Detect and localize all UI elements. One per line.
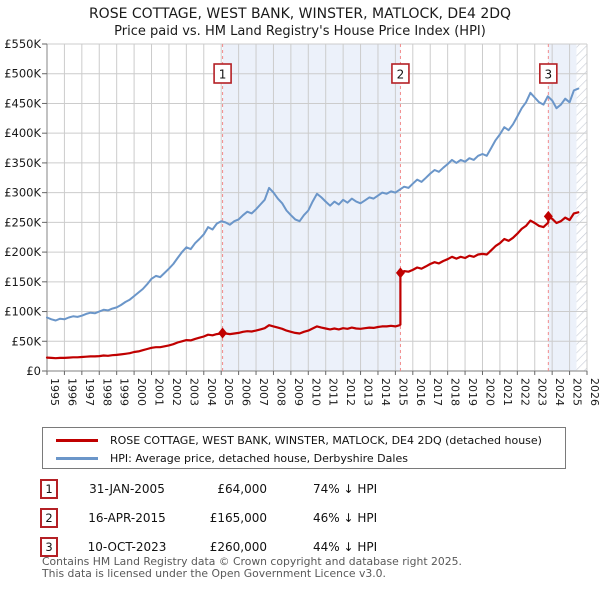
sale-label-number-1: 1 xyxy=(219,68,227,82)
sale-date: 10-OCT-2023 xyxy=(87,539,167,554)
sales-table: 1 31-JAN-2005 £64,000 74% ↓ HPI 2 16-APR-2015… xyxy=(40,474,580,561)
sale-row: 1 31-JAN-2005 £64,000 74% ↓ HPI xyxy=(40,474,580,503)
x-tick-label: 2019 xyxy=(466,378,479,406)
sale-label-number-2: 2 xyxy=(397,68,405,82)
y-tick-label: £500K xyxy=(4,67,41,81)
y-tick-label: £250K xyxy=(4,215,41,229)
sale-label-box-3 xyxy=(539,63,558,84)
x-tick-label: 2005 xyxy=(222,378,235,406)
x-tick-label: 2000 xyxy=(135,378,148,406)
x-tick-label: 2006 xyxy=(240,378,253,406)
legend-label-hpi: HPI: Average price, detached house, Derb… xyxy=(110,451,408,465)
sale-number-badge: 3 xyxy=(40,536,58,557)
x-tick-label: 1998 xyxy=(100,378,113,406)
y-tick-label: £550K xyxy=(4,38,41,51)
y-tick-label: £350K xyxy=(4,156,41,170)
page-subtitle: Price paid vs. HM Land Registry's House … xyxy=(114,24,486,39)
x-tick-label: 2003 xyxy=(187,378,200,406)
sale-row: 3 10-OCT-2023 £260,000 44% ↓ HPI xyxy=(40,532,580,561)
sale-vs-hpi: 74% ↓ HPI xyxy=(313,481,378,496)
y-tick-label: £100K xyxy=(4,305,41,319)
sale-price: £64,000 xyxy=(217,481,267,496)
sale-label-box-2 xyxy=(391,63,410,84)
y-tick-label: £300K xyxy=(4,186,41,200)
sale-vs-hpi: 44% ↓ HPI xyxy=(313,539,378,554)
x-tick-label: 2026 xyxy=(588,378,600,406)
footer-line2: This data is licensed under the Open Gov… xyxy=(42,567,386,580)
x-tick-label: 2001 xyxy=(153,378,166,406)
x-tick-label: 1997 xyxy=(83,378,96,406)
x-tick-label: 2010 xyxy=(309,378,322,406)
y-tick-label: £450K xyxy=(4,96,41,110)
sale-price: £260,000 xyxy=(209,539,267,554)
legend-swatch-hpi xyxy=(56,456,98,460)
x-tick-label: 2020 xyxy=(483,378,496,406)
sale-label-number-3: 3 xyxy=(545,68,553,82)
footer: Contains HM Land Registry data © Crown c… xyxy=(42,556,462,580)
footer-line1: Contains HM Land Registry data © Crown c… xyxy=(42,555,462,568)
x-tick-label: 2015 xyxy=(396,378,409,406)
x-tick-label: 2002 xyxy=(170,378,183,406)
legend-row-hpi: HPI: Average price, detached house, Derb… xyxy=(43,449,565,467)
x-tick-label: 2024 xyxy=(553,378,566,406)
legend-swatch-price-paid xyxy=(56,438,98,442)
y-tick-label: £400K xyxy=(4,126,41,140)
x-tick-label: 2007 xyxy=(257,378,270,406)
x-tick-label: 2016 xyxy=(414,378,427,406)
sale-number-badge: 2 xyxy=(40,507,58,528)
x-tick-label: 2018 xyxy=(449,378,462,406)
y-tick-label: £0 xyxy=(26,364,41,378)
ownership-band xyxy=(222,44,401,371)
price-paid-line xyxy=(45,211,580,360)
hpi-line xyxy=(46,87,580,322)
x-tick-label: 2017 xyxy=(431,378,444,406)
sale-vs-hpi: 46% ↓ HPI xyxy=(313,510,378,525)
x-tick-label: 2008 xyxy=(274,378,287,406)
x-tick-label: 2025 xyxy=(571,378,584,406)
price-chart: £0 £50K £100K £150K £200K £250K £300K £350K £400… xyxy=(4,38,600,406)
x-tick-label: 2021 xyxy=(501,378,514,406)
y-tick-label: £200K xyxy=(4,245,41,259)
x-tick-label: 1996 xyxy=(65,378,78,406)
x-tick-label: 1999 xyxy=(118,378,131,406)
sale-price: £165,000 xyxy=(209,510,267,525)
sale-row: 2 16-APR-2015 £165,000 46% ↓ HPI xyxy=(40,503,580,532)
sale-date: 31-JAN-2005 xyxy=(89,481,165,496)
x-tick-label: 2004 xyxy=(205,378,218,406)
y-tick-label: £150K xyxy=(4,275,41,289)
x-tick-label: 2023 xyxy=(536,378,549,406)
x-tick-label: 2009 xyxy=(292,378,305,406)
sale-label-box-1 xyxy=(213,63,232,84)
sale-marker-2 xyxy=(395,267,405,279)
x-tick-label: 2012 xyxy=(344,378,357,406)
sale-date: 16-APR-2015 xyxy=(88,510,166,525)
y-tick-label: £50K xyxy=(12,334,42,348)
legend-box: ROSE COTTAGE, WEST BANK, WINSTER, MATLOC… xyxy=(42,427,566,469)
x-tick-label: 2013 xyxy=(362,378,375,406)
page-title: ROSE COTTAGE, WEST BANK, WINSTER, MATLOC… xyxy=(88,6,512,22)
sale-number-badge: 1 xyxy=(40,478,58,499)
sale-marker-3 xyxy=(543,210,553,222)
legend-label-price-paid: ROSE COTTAGE, WEST BANK, WINSTER, MATLOC… xyxy=(110,433,542,447)
x-tick-label: 2022 xyxy=(518,378,531,406)
legend-row-price-paid: ROSE COTTAGE, WEST BANK, WINSTER, MATLOC… xyxy=(43,431,565,449)
x-tick-label: 1995 xyxy=(48,378,61,406)
x-tick-label: 2011 xyxy=(327,378,340,406)
x-tick-label: 2014 xyxy=(379,378,392,406)
sale-marker-1 xyxy=(218,327,228,339)
future-hatch-band xyxy=(576,44,587,371)
